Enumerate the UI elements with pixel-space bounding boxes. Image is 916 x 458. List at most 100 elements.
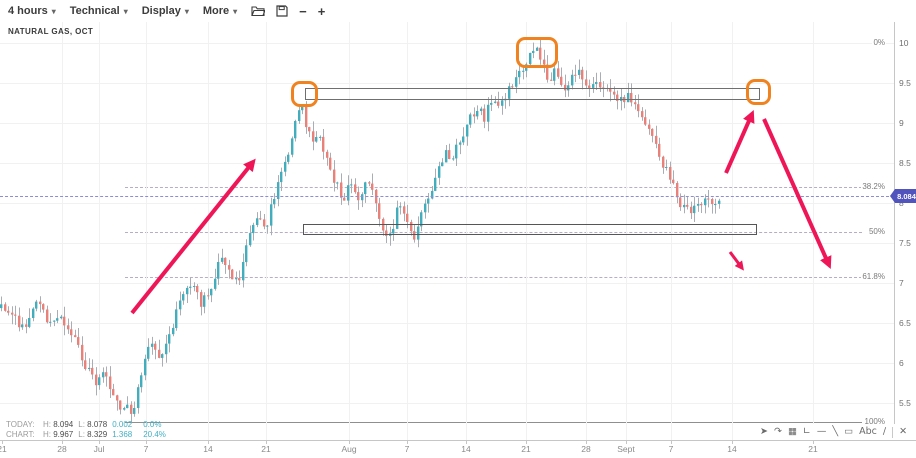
today-change-value: 0.002: [112, 420, 133, 429]
time-tick-label: Aug: [341, 444, 357, 454]
cursor-icon[interactable]: ➤: [760, 426, 768, 438]
price-tick-label: 9.5: [899, 78, 911, 88]
time-tick-label: 21: [0, 444, 7, 454]
today-change-percent: 0.0%: [143, 420, 162, 429]
fib-level-label: 100%: [863, 417, 886, 426]
price-axis[interactable]: 8.084 10 9.5 9 8.5 8 7.5 7 6.5 6 5.5: [890, 22, 916, 440]
time-axis[interactable]: 21 28 Jul 7 14 21 Aug 7 14 21 28 Sept 7 14 21: [0, 440, 916, 458]
zoom-in-icon[interactable]: +: [317, 3, 326, 19]
time-tick-mark: [2, 441, 3, 444]
chart-change-percent: 20.4%: [143, 429, 166, 439]
display-menu-label: Display: [141, 5, 181, 17]
close-tools-icon[interactable]: ✕: [899, 426, 908, 438]
candlestick-series: [0, 37, 721, 423]
vertical-gridline: [99, 22, 100, 440]
trend-arrow[interactable]: [724, 110, 755, 174]
vertical-gridline: [349, 22, 350, 440]
trend-line-icon[interactable]: ╲: [832, 426, 839, 438]
time-tick-mark: [146, 441, 147, 444]
rectangle-tool-icon[interactable]: ▭: [844, 426, 854, 438]
time-tick-mark: [466, 441, 467, 444]
highlight-circle[interactable]: [291, 81, 318, 107]
chart-high-value: 9.967: [53, 429, 74, 439]
trend-arrow[interactable]: [130, 158, 256, 315]
time-tick-label: 21: [521, 444, 531, 454]
grid-layer: [0, 22, 894, 440]
fib-level-line[interactable]: [125, 187, 862, 188]
time-tick-label: 7: [668, 444, 674, 454]
chart-plot-area[interactable]: NATURAL GAS, OCT TODAY: H: 8.094 L: 8.07…: [0, 22, 894, 440]
axes-tool-icon[interactable]: ∟: [802, 426, 811, 438]
vertical-gridline: [732, 22, 733, 440]
fib-level-label: 0%: [872, 38, 886, 47]
open-folder-icon[interactable]: [251, 5, 266, 17]
current-price-line: [0, 196, 894, 197]
horizontal-line-icon[interactable]: —: [816, 426, 827, 438]
fib-level-line[interactable]: [125, 422, 862, 423]
chart-change-value: 1.368: [112, 429, 133, 439]
today-high-value: 8.094: [53, 420, 74, 429]
fib-level-label: 50%: [867, 227, 886, 236]
fib-level-line[interactable]: [125, 277, 862, 278]
display-menu[interactable]: Display ▾: [142, 5, 189, 17]
highlight-circle[interactable]: [746, 79, 771, 105]
text-tool-icon[interactable]: Abc: [859, 426, 877, 438]
chevron-down-icon: ▾: [233, 6, 238, 16]
horizontal-gridline: [0, 203, 894, 204]
time-tick-label: 7: [404, 444, 410, 454]
more-menu-label: More: [202, 5, 230, 17]
horizontal-gridline: [0, 243, 894, 244]
zoom-out-icon[interactable]: −: [299, 3, 307, 19]
time-tick-label: 21: [261, 444, 271, 454]
time-tick-mark: [586, 441, 587, 444]
timeframe-menu-label: 4 hours: [8, 5, 48, 17]
more-menu[interactable]: More ▾: [203, 5, 237, 17]
chevron-down-icon: ▾: [123, 6, 128, 16]
time-tick-label: 21: [808, 444, 818, 454]
chart-low-value: 8.329: [87, 429, 108, 439]
vertical-gridline: [208, 22, 209, 440]
time-tick-mark: [732, 441, 733, 444]
diagonal-line-icon[interactable]: ∕: [882, 426, 887, 438]
save-icon[interactable]: [276, 5, 288, 17]
grid-tool-icon[interactable]: ▦: [787, 426, 797, 438]
chevron-down-icon: ▾: [184, 6, 189, 16]
toolbar-menus: 4 hours ▾ Technical ▾ Display ▾ More ▾: [8, 5, 237, 17]
technical-menu[interactable]: Technical ▾: [70, 5, 128, 17]
fib-level-label: 61.8%: [861, 272, 886, 281]
trend-arrow[interactable]: [728, 251, 744, 271]
price-tick-label: 6.5: [899, 318, 911, 328]
trend-arrow[interactable]: [762, 118, 832, 269]
price-tick-label: 8: [899, 198, 904, 208]
time-tick-label: 14: [203, 444, 213, 454]
price-tick-label: 10: [899, 38, 909, 48]
resistance-channel[interactable]: [305, 88, 760, 100]
time-tick-label: 28: [57, 444, 67, 454]
time-tick-mark: [99, 441, 100, 444]
symbol-label: NATURAL GAS, OCT: [8, 27, 94, 36]
curve-tool-icon[interactable]: ↷: [773, 426, 782, 438]
horizontal-gridline: [0, 123, 894, 124]
toolbar-divider: [892, 426, 894, 438]
horizontal-gridline: [0, 163, 894, 164]
trend-arrows-layer: [130, 110, 832, 315]
fib-level-line[interactable]: [125, 232, 862, 233]
top-toolbar: 4 hours ▾ Technical ▾ Display ▾ More ▾: [0, 0, 916, 22]
time-tick-mark: [208, 441, 209, 444]
highlight-circle[interactable]: [516, 37, 558, 68]
support-zone[interactable]: [303, 224, 757, 235]
current-price-badge: 8.084: [890, 189, 916, 203]
vertical-gridline: [266, 22, 267, 440]
legend-today-label: TODAY:: [6, 420, 35, 429]
vertical-gridline: [62, 22, 63, 440]
horizontal-gridline: [0, 43, 894, 44]
timeframe-menu[interactable]: 4 hours ▾: [8, 5, 56, 17]
price-tick-label: 7.5: [899, 238, 911, 248]
today-low-value: 8.078: [87, 420, 108, 429]
time-tick-mark: [813, 441, 814, 444]
vertical-gridline: [586, 22, 587, 440]
time-tick-label: Jul: [93, 444, 105, 454]
vertical-gridline: [466, 22, 467, 440]
technical-menu-label: Technical: [69, 5, 120, 17]
